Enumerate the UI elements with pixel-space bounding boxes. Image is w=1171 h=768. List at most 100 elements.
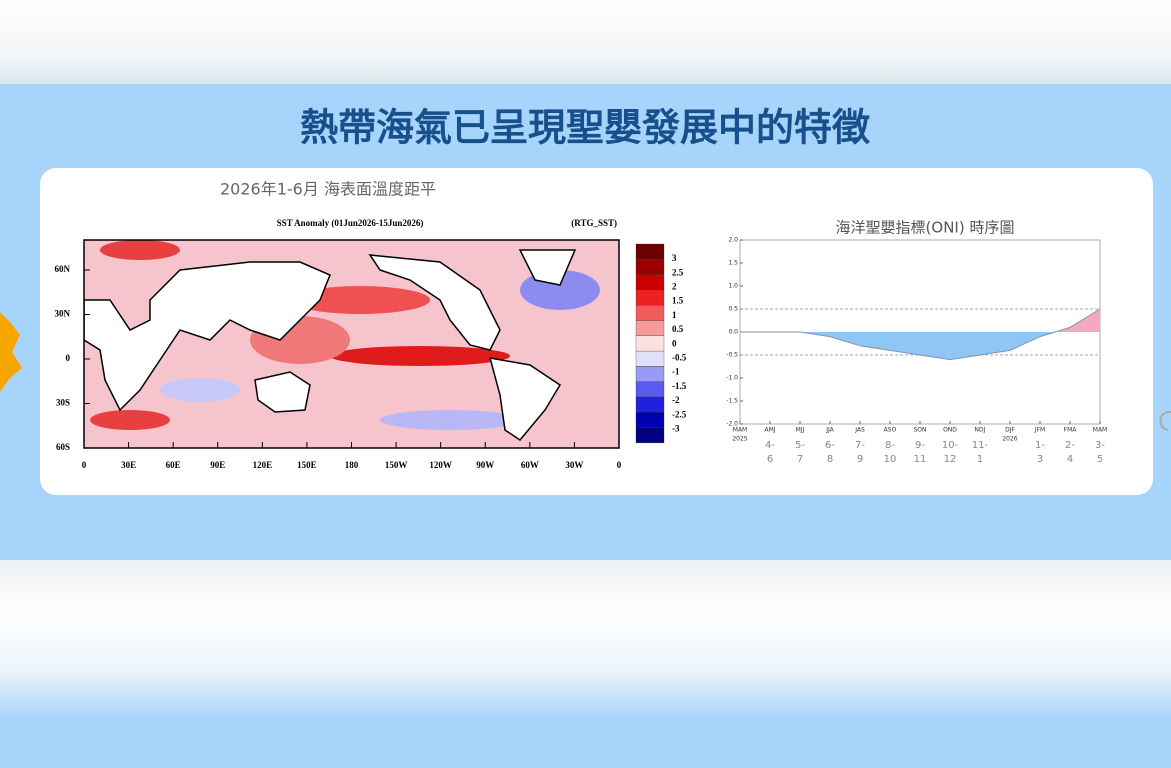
oni-line <box>740 308 1101 361</box>
colorbar-label: 1 <box>672 310 677 320</box>
colorbar-label: -1 <box>672 367 680 377</box>
month-label: 6 <box>767 454 773 465</box>
colorbar-label: -1.5 <box>672 381 687 391</box>
year-label: 2026 <box>1002 436 1017 443</box>
decor-arc <box>1159 410 1171 431</box>
x-tick-label: AMJ <box>764 427 775 434</box>
colorbar-box <box>635 381 665 398</box>
lon-label: 60W <box>521 460 539 470</box>
lat-label: 30N <box>55 309 71 319</box>
lat-label: 60S <box>56 442 70 452</box>
lon-label: 30W <box>565 460 583 470</box>
oni-title: 海洋聖嬰指標(ONI) 時序圖 <box>836 219 1015 237</box>
colorbar-label: 2 <box>672 281 677 291</box>
lon-label: 150W <box>385 460 408 470</box>
land <box>254 371 311 413</box>
y-tick-label: -0.5 <box>726 352 738 359</box>
lon-label: 180 <box>345 460 359 470</box>
land <box>488 357 562 441</box>
month-label: 8- <box>885 440 895 451</box>
colorbar-label: 3 <box>672 253 677 263</box>
x-tick-label: MJJ <box>796 427 805 434</box>
lon-label: 90W <box>476 460 494 470</box>
y-tick-label: 0.5 <box>728 306 738 313</box>
x-tick-label: OND <box>943 427 957 434</box>
colorbar-label: -2.5 <box>672 409 687 419</box>
lat-label: 0 <box>66 353 71 363</box>
land <box>84 261 331 412</box>
colorbar-box <box>635 350 665 367</box>
y-tick-label: -1.5 <box>726 398 738 405</box>
field-blob <box>330 346 510 366</box>
lon-label: 30E <box>121 460 136 470</box>
x-tick-label: ASO <box>884 427 897 434</box>
x-tick-label: MAM <box>1093 427 1107 434</box>
map-source: (RTG_SST) <box>571 218 617 228</box>
month-label: 9- <box>915 440 925 451</box>
month-label: 7 <box>797 454 803 465</box>
sst-map: SST Anomaly (01Jun2026-15Jun2026) (RTG_S… <box>55 218 687 470</box>
month-label: 3- <box>1095 440 1105 451</box>
colorbar-box <box>635 412 665 428</box>
lon-label: 0 <box>82 460 87 470</box>
bottom-band <box>0 560 1171 720</box>
y-tick-label: 2.0 <box>728 237 738 244</box>
x-tick-label: SON <box>913 427 926 434</box>
field-blob <box>90 410 170 430</box>
lon-label: 90E <box>210 460 225 470</box>
colorbar-box <box>635 320 665 336</box>
month-label: 5- <box>795 440 805 451</box>
colorbar-label: 0 <box>672 338 677 348</box>
month-label: 1- <box>1035 440 1045 451</box>
month-label: 10 <box>884 454 897 465</box>
lat-label: 30S <box>56 398 70 408</box>
slide-title: 熱帶海氣已呈現聖嬰發展中的特徵 <box>300 106 871 150</box>
map-title: SST Anomaly (01Jun2026-15Jun2026) <box>277 218 424 228</box>
y-tick-label: 1.5 <box>728 260 738 267</box>
colorbar-box <box>635 259 665 275</box>
month-label: 4- <box>765 440 775 451</box>
colorbar-box <box>635 289 665 306</box>
map-field <box>84 240 619 448</box>
negative-area <box>740 332 1100 360</box>
month-label: 4 <box>1067 454 1073 465</box>
colorbar-box <box>635 274 665 291</box>
y-tick-label: -1.0 <box>726 375 738 382</box>
month-label: 3 <box>1037 454 1043 465</box>
month-label: 8 <box>827 454 833 465</box>
colorbar-label: 0.5 <box>672 324 684 334</box>
field-blob <box>290 286 430 314</box>
lat-label: 60N <box>55 264 71 274</box>
month-label: 2- <box>1065 440 1075 451</box>
colorbar-box <box>635 427 665 444</box>
colorbar-box <box>635 243 665 260</box>
top-band <box>0 0 1171 84</box>
oni-chart: -2.0 -1.5 -1.0 -0.5 0.0 0.5 1.0 1.5 2.0 MAM 2025 AM… <box>726 237 1107 466</box>
x-tick-label: JJA <box>825 427 834 434</box>
lon-label: 120W <box>429 460 452 470</box>
month-label: 6- <box>825 440 835 451</box>
colorbar-box <box>635 366 665 382</box>
colorbar-label: 1.5 <box>672 296 684 306</box>
field-blob <box>160 378 240 402</box>
month-label: 7- <box>855 440 865 451</box>
decor-burst <box>0 312 22 392</box>
colorbar-label: -3 <box>672 423 680 433</box>
year-label: 2025 <box>732 436 747 443</box>
x-tick-label: JFM <box>1034 427 1045 434</box>
y-tick-label: -2.0 <box>726 421 738 428</box>
colorbar-label: -0.5 <box>672 352 687 362</box>
month-label: 12 <box>944 454 957 465</box>
month-label: 9 <box>857 454 863 465</box>
month-label: 11 <box>914 454 927 465</box>
y-tick-label: 1.0 <box>728 283 738 290</box>
field-blob <box>380 410 520 430</box>
colorbar-box <box>635 305 665 321</box>
lon-label: 120E <box>253 460 273 470</box>
lon-label: 60E <box>166 460 181 470</box>
colorbar-label: -2 <box>672 395 680 405</box>
land <box>518 249 577 286</box>
month-label: 10- <box>942 440 959 451</box>
